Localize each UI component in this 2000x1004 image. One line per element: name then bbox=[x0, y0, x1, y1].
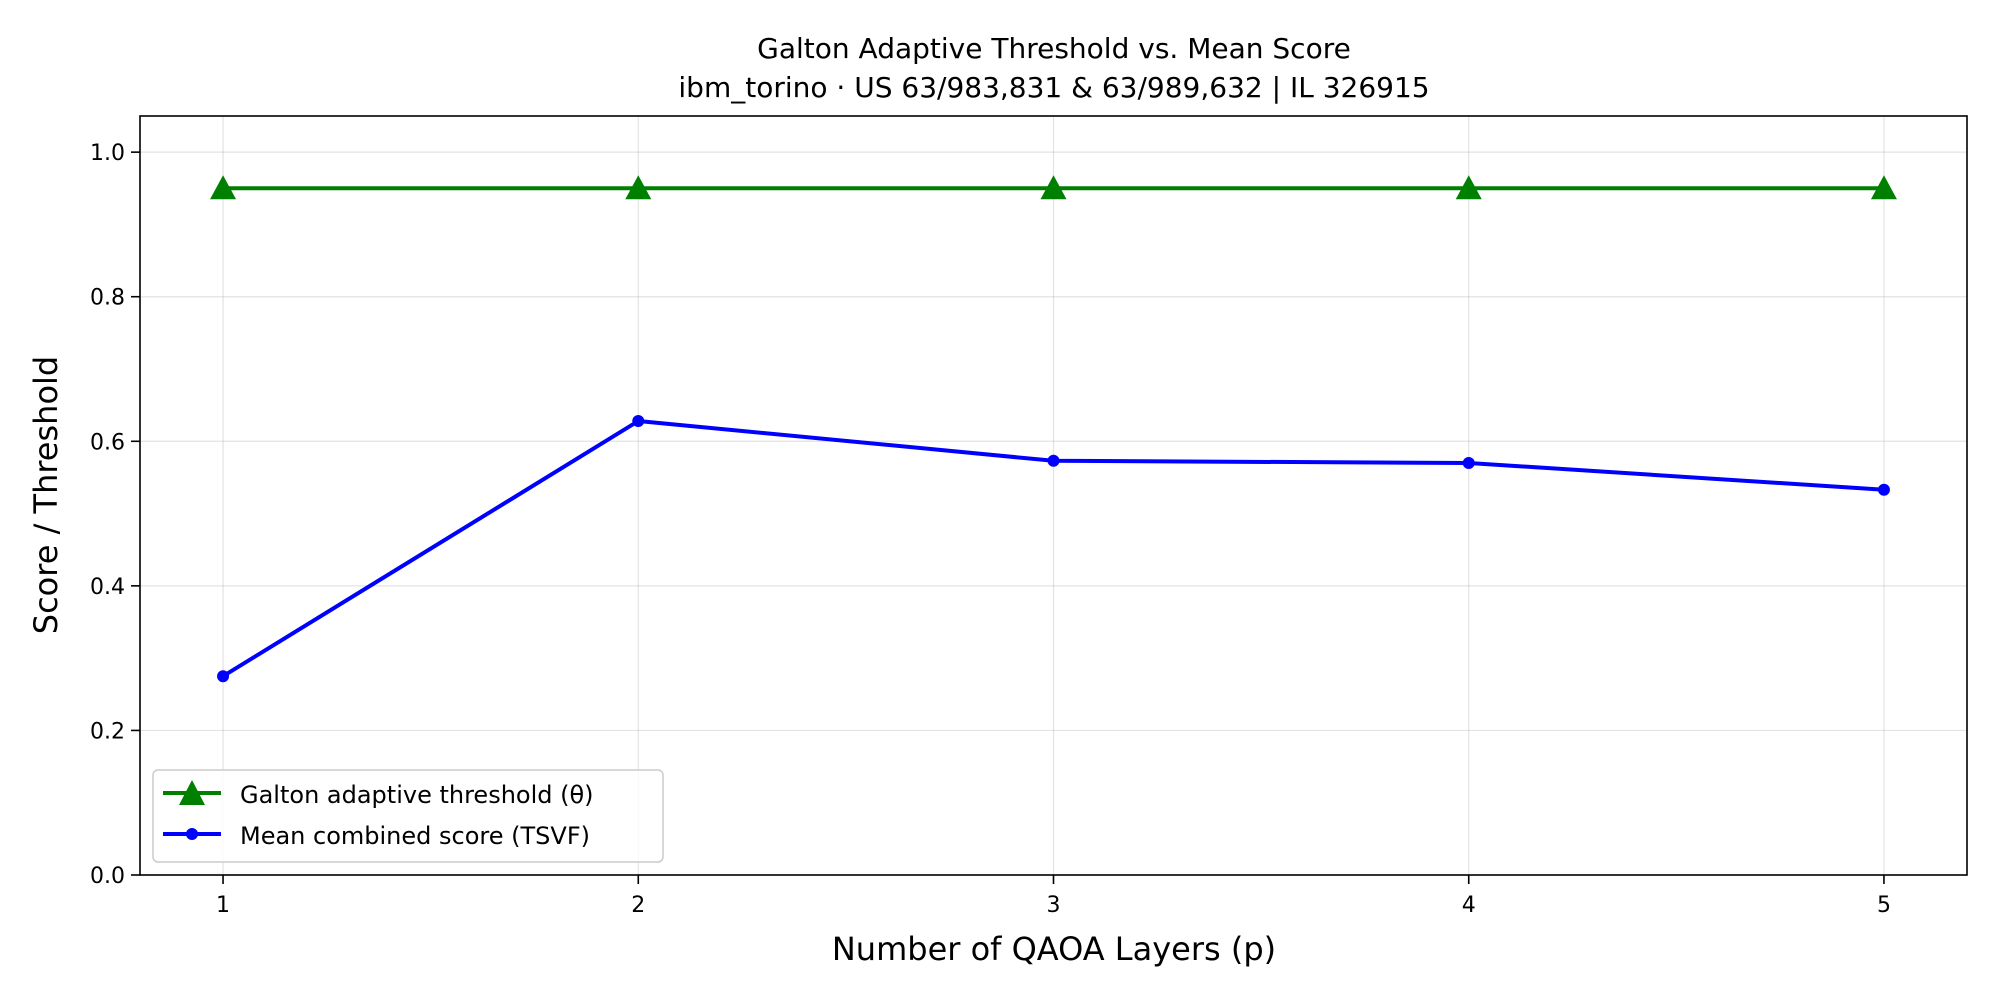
x-tick-label: 3 bbox=[1047, 893, 1061, 918]
legend-box bbox=[152, 769, 664, 863]
legend: Galton adaptive threshold (θ) Mean combi… bbox=[152, 769, 664, 863]
x-axis-label: Number of QAOA Layers (p) bbox=[832, 930, 1276, 968]
x-tick-label: 2 bbox=[631, 893, 645, 918]
y-tick-label: 0.6 bbox=[90, 430, 125, 455]
legend-label-threshold: Galton adaptive threshold (θ) bbox=[240, 781, 594, 809]
legend-marker-score bbox=[186, 828, 198, 840]
score-point bbox=[1462, 456, 1475, 469]
threshold-point bbox=[1040, 175, 1067, 200]
chart-title: Galton Adaptive Threshold vs. Mean Score bbox=[757, 32, 1351, 65]
y-axis-label: Score / Threshold bbox=[27, 356, 65, 634]
threshold-point bbox=[210, 175, 237, 200]
y-tick-label: 0.8 bbox=[90, 286, 125, 311]
score-point bbox=[632, 415, 645, 428]
x-tick-label: 1 bbox=[216, 893, 230, 918]
plot-frame bbox=[139, 115, 1968, 876]
score-point bbox=[1877, 483, 1890, 496]
legend-label-score: Mean combined score (TSVF) bbox=[240, 822, 590, 850]
grid bbox=[140, 116, 1967, 876]
threshold-point bbox=[1455, 175, 1482, 200]
y-tick-label: 0.4 bbox=[90, 575, 125, 600]
y-tick-label: 1.0 bbox=[90, 141, 125, 166]
y-tick-label: 0.2 bbox=[90, 719, 125, 744]
legend-marker-threshold bbox=[179, 780, 205, 805]
series bbox=[210, 175, 1897, 683]
y-tick-label: 0.0 bbox=[90, 864, 125, 889]
score-point bbox=[1047, 454, 1060, 467]
ticks: 1 2 3 4 5 0.0 0.2 0.4 0.6 0.8 1.0 bbox=[90, 141, 1891, 918]
x-tick-label: 5 bbox=[1877, 893, 1891, 918]
threshold-point bbox=[625, 175, 652, 200]
chart-subtitle: ibm_torino · US 63/983,831 & 63/989,632 … bbox=[678, 71, 1429, 104]
score-point bbox=[217, 670, 230, 683]
threshold-point bbox=[1870, 175, 1897, 200]
x-tick-label: 4 bbox=[1462, 893, 1476, 918]
